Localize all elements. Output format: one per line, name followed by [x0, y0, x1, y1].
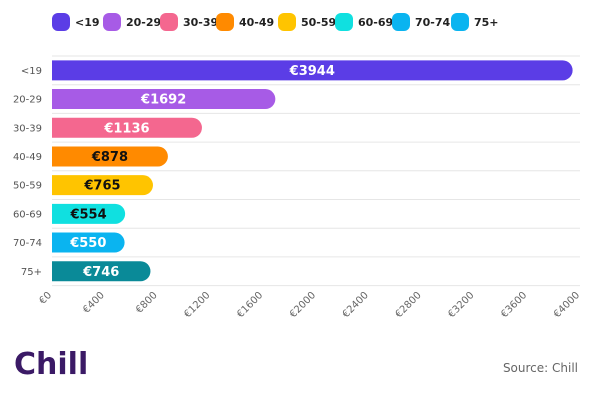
bar-value-label: €1136: [103, 121, 149, 136]
legend-swatch: [52, 13, 70, 31]
legend-label: <19: [75, 16, 100, 29]
legend-item: <19: [52, 13, 100, 31]
legend-swatch: [335, 13, 353, 31]
brand-logo: Chill: [14, 347, 88, 382]
legend-swatch: [451, 13, 469, 31]
category-label: <19: [21, 66, 42, 77]
legend-label: 50-59: [301, 16, 336, 29]
x-tick-label: €400: [81, 290, 107, 316]
bar: [52, 175, 153, 196]
legend-item: 60-69: [335, 13, 393, 31]
legend-label: 30-39: [183, 16, 218, 29]
bar: [52, 232, 125, 253]
category-label: 60-69: [13, 209, 42, 220]
legend-swatch: [278, 13, 296, 31]
x-tick-label: €4000: [552, 290, 582, 320]
legend-item: 75+: [451, 13, 499, 31]
value-axis: €0 €400 €800 €1200 €1600 €2000 €2400 €2800 €3200…: [37, 290, 582, 320]
bar: [52, 60, 573, 81]
source-text: Source: Chill: [503, 361, 578, 375]
legend-item: 70-74: [392, 13, 451, 31]
legend-label: 70-74: [415, 16, 451, 29]
category-axis: <19 20-29 30-39 40-49 50-59 60-69 70-74 75+: [13, 66, 42, 278]
bar-value-label: €878: [91, 150, 128, 165]
x-tick-label: €1200: [182, 290, 212, 320]
legend-label: 75+: [474, 16, 499, 29]
x-tick-label: €2400: [341, 290, 371, 320]
bar: [52, 117, 202, 138]
x-tick-label: €800: [134, 290, 160, 316]
bar-value-label: €765: [83, 179, 120, 194]
legend-item: 30-39: [160, 13, 218, 31]
bar-value-label: €1692: [140, 93, 186, 108]
legend-label: 20-29: [126, 16, 161, 29]
grid-lines: [52, 55, 580, 287]
bar: [52, 203, 126, 224]
bar-value-label: €554: [69, 207, 106, 222]
legend-label: 40-49: [239, 16, 274, 29]
legend-item: 20-29: [103, 13, 161, 31]
legend-swatch: [216, 13, 234, 31]
legend-swatch: [392, 13, 410, 31]
bar: [52, 89, 276, 110]
legend-swatch: [103, 13, 121, 31]
x-tick-label: €3600: [499, 290, 529, 320]
category-label: 40-49: [13, 152, 42, 163]
legend-item: 40-49: [216, 13, 274, 31]
bar-value-label: €746: [82, 265, 119, 280]
category-label: 30-39: [13, 123, 42, 134]
category-label: 75+: [21, 267, 42, 278]
bar: [52, 146, 168, 167]
legend-item: 50-59: [278, 13, 336, 31]
bar: [52, 261, 151, 282]
bar-series: €3944 €1692 €1136 €878 €765 €554 €550 €746: [52, 60, 573, 282]
bar-value-label: €550: [69, 236, 106, 251]
x-tick-label: €2800: [393, 290, 423, 320]
legend-swatch: [160, 13, 178, 31]
category-label: 20-29: [13, 95, 42, 106]
category-label: 70-74: [13, 238, 42, 249]
x-tick-label: €0: [37, 290, 54, 307]
legend-label: 60-69: [358, 16, 393, 29]
legend: <19 20-29 30-39 40-49 50-59 60-69 70-74 75+: [52, 13, 499, 31]
category-label: 50-59: [13, 181, 42, 192]
x-tick-label: €2000: [288, 290, 318, 320]
brand-name: Chill: [14, 347, 88, 382]
x-tick-label: €3200: [446, 290, 476, 320]
x-tick-label: €1600: [235, 290, 265, 320]
bar-value-label: €3944: [289, 64, 335, 79]
